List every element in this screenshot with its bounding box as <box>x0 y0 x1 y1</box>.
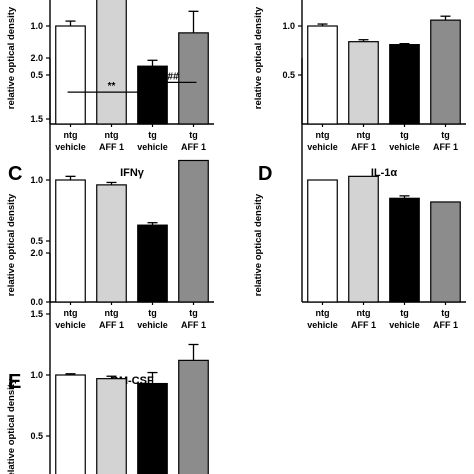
chart-1-category-label-line1: tg <box>189 130 198 140</box>
chart-2-category-label-line2: vehicle <box>389 142 420 152</box>
chart-3-category-label-line2: AFF 1 <box>181 320 206 330</box>
chart-3-category-label-line1: tg <box>189 308 198 318</box>
chart-3-category-label-line2: vehicle <box>137 320 168 330</box>
chart-2-category-label-line2: vehicle <box>307 142 338 152</box>
chart-5-panel-letter: E <box>8 371 21 393</box>
chart-3-y-tick-label: 0.5 <box>30 236 43 246</box>
chart-3-significance-label: ## <box>167 71 179 82</box>
chart-2-bar <box>430 19 461 125</box>
chart-1-y-tick-label: 0.5 <box>30 70 43 80</box>
chart-4-category-label-line1: tg <box>441 308 450 318</box>
chart-3-category-label-line2: AFF 1 <box>99 320 124 330</box>
chart-4-category-label-line1: ntg <box>357 308 371 318</box>
chart-3-category-label-line1: ntg <box>64 308 78 318</box>
chart-1-category-label-line2: AFF 1 <box>181 142 206 152</box>
chart-3-bar <box>55 179 86 303</box>
chart-1-category-label-line1: tg <box>148 130 157 140</box>
chart-3-y-tick-label: 1.5 <box>30 114 43 124</box>
chart-2-y-tick-label: 1.0 <box>282 21 295 31</box>
chart-4-category-label-line1: tg <box>400 308 409 318</box>
chart-3-panel-letter: C <box>8 163 22 185</box>
chart-3-category-label-line2: vehicle <box>55 320 86 330</box>
chart-4-bar <box>307 179 338 303</box>
chart-5-bar <box>96 378 127 474</box>
chart-4-category-label-line2: vehicle <box>389 320 420 330</box>
chart-5-y-tick-label: 1.0 <box>30 370 43 380</box>
chart-1-category-label-line2: AFF 1 <box>99 142 124 152</box>
chart-1-bar <box>178 32 209 125</box>
chart-2-category-label-line1: ntg <box>316 130 330 140</box>
chart-4-category-label-line2: vehicle <box>307 320 338 330</box>
chart-2-bar <box>348 41 379 125</box>
chart-3-category-label-line1: tg <box>148 308 157 318</box>
chart-1-bar <box>137 65 168 125</box>
chart-1-y-tick-label: 1.0 <box>30 21 43 31</box>
chart-1-bar <box>96 0 127 125</box>
chart-1-bar <box>55 25 86 125</box>
chart-5-bar <box>55 374 86 474</box>
chart-2-category-label-line1: tg <box>441 130 450 140</box>
chart-2-category-label-line2: AFF 1 <box>433 142 458 152</box>
chart-3-bar <box>178 159 209 303</box>
chart-1-category-label-line2: vehicle <box>55 142 86 152</box>
chart-3-bar <box>96 184 127 303</box>
chart-2-bar <box>307 25 338 125</box>
chart-2-category-label-line1: tg <box>400 130 409 140</box>
chart-1-category-label-line2: vehicle <box>137 142 168 152</box>
chart-2-category-label-line1: ntg <box>357 130 371 140</box>
chart-4-category-label-line1: ntg <box>316 308 330 318</box>
chart-2-y-axis-label: relative optical density <box>253 6 264 109</box>
chart-5-bar <box>178 359 209 474</box>
chart-4-bar <box>348 175 379 303</box>
chart-4-bar <box>389 197 420 303</box>
chart-5-bar <box>137 382 168 474</box>
chart-3-y-tick-label: 2.0 <box>30 53 43 63</box>
chart-4-bar <box>430 201 461 303</box>
chart-4-category-label-line2: AFF 1 <box>351 320 376 330</box>
chart-1-category-label-line1: ntg <box>64 130 78 140</box>
chart-2-category-label-line2: AFF 1 <box>351 142 376 152</box>
chart-5-y-tick-label: 0.5 <box>30 431 43 441</box>
chart-4-panel-letter: D <box>258 163 272 185</box>
chart-3-bar <box>137 224 168 303</box>
chart-4-category-label-line2: AFF 1 <box>433 320 458 330</box>
chart-1-y-axis-label: relative optical density <box>6 6 17 109</box>
chart-5-y-tick-label: 2.0 <box>30 248 43 258</box>
chart-3-y-tick-label: 1.0 <box>30 175 43 185</box>
chart-2-y-tick-label: 0.5 <box>282 70 295 80</box>
chart-5-y-axis-label: relative optical density <box>6 378 17 474</box>
chart-2-bar <box>389 44 420 125</box>
chart-3-y-tick-label: 0.0 <box>30 297 43 307</box>
chart-4-y-axis-label: relative optical density <box>253 193 264 296</box>
chart-3-y-axis-label: relative optical density <box>6 193 17 296</box>
chart-1-category-label-line1: ntg <box>105 130 119 140</box>
chart-5-y-tick-label: 1.5 <box>30 309 43 319</box>
chart-3-significance-label: ** <box>108 81 116 92</box>
chart-3-category-label-line1: ntg <box>105 308 119 318</box>
chart-3-title: IFNγ <box>120 167 145 179</box>
